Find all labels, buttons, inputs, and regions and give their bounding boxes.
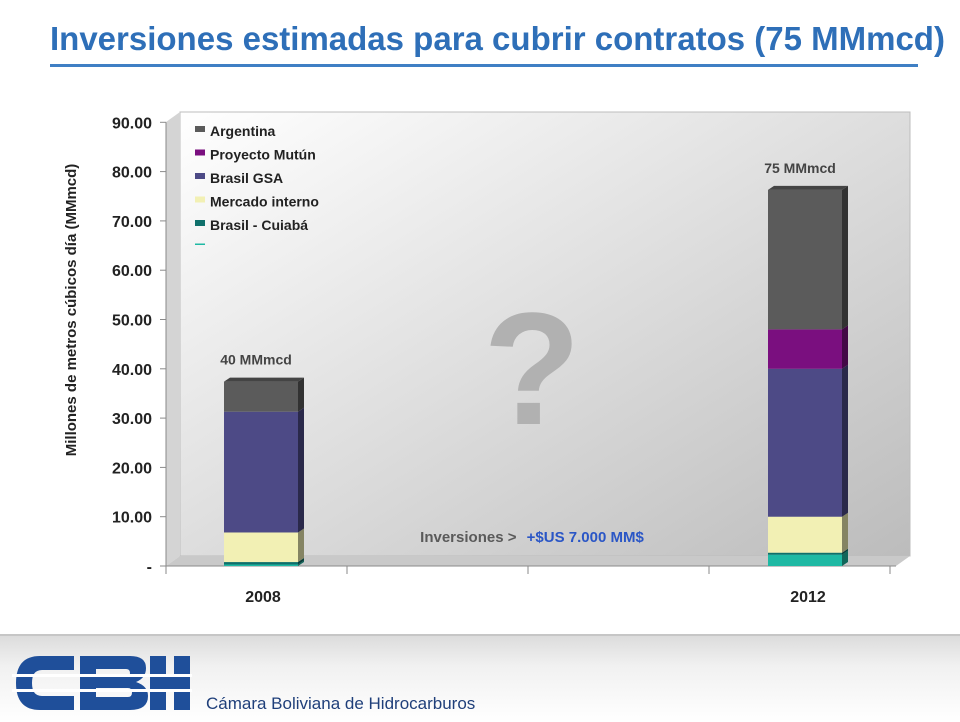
y-tick-label: 50.00 <box>112 313 152 330</box>
bar-segment-side <box>298 558 304 565</box>
y-tick-label: 30.00 <box>112 411 152 428</box>
investment-value: +$US 7.000 MM$ <box>527 529 645 546</box>
y-tick-label: 60.00 <box>112 263 152 280</box>
stacked-bar-chart: - 10.00 20.00 30.00 40.00 50.00 60.00 70.00 80.0… <box>63 111 911 606</box>
legend-swatch <box>195 196 205 203</box>
legend-label: Mercado interno <box>210 194 319 210</box>
legend-label: Proyecto Mutún <box>210 147 316 163</box>
x-tick-label: 2008 <box>245 589 281 606</box>
legend-swatch <box>195 220 205 226</box>
organization-name: Cámara Boliviana de Hidrocarburos <box>206 694 476 713</box>
bar-segment <box>768 189 842 330</box>
y-axis-title: Millones de metros cúbicos día (MMmcd) <box>63 164 80 457</box>
bar-segment <box>224 381 298 412</box>
y-tick-label: 20.00 <box>112 460 152 477</box>
slide-title: Inversiones estimadas para cubrir contra… <box>50 20 945 57</box>
legend-swatch <box>195 173 205 179</box>
legend-label: Brasil - Cuiabá <box>210 217 308 233</box>
y-tick-label: 90.00 <box>112 115 152 132</box>
y-tick-label: 10.00 <box>112 510 152 527</box>
bar-segment-side <box>842 548 848 555</box>
bar-segment-side <box>842 364 848 517</box>
bar-segment-side <box>842 185 848 330</box>
bar-segment <box>768 516 842 553</box>
bar-segment <box>768 552 842 555</box>
legend-swatch <box>195 149 205 156</box>
bar-segment <box>768 368 842 517</box>
investment-note: Inversiones > +$US 7.000 MM$ <box>420 529 644 546</box>
bar-segment-side <box>298 377 304 412</box>
bar-segment <box>224 411 298 533</box>
bar-segment <box>224 564 298 566</box>
bar-segment-side <box>842 325 848 369</box>
bar-segment <box>768 329 842 369</box>
question-mark: ? <box>483 279 581 458</box>
bar-top-face <box>224 377 304 382</box>
legend-swatch <box>195 126 205 132</box>
footer-bar: Cámara Boliviana de Hidrocarburos <box>0 634 960 722</box>
y-tick-label: 80.00 <box>112 165 152 182</box>
bar-segment <box>768 554 842 566</box>
bar-top-face <box>768 185 848 190</box>
plot-floor <box>166 556 910 566</box>
y-tick-label: 40.00 <box>112 362 152 379</box>
bar-segment-side <box>298 560 304 566</box>
legend-label: Argentina <box>210 123 276 139</box>
bar-segment-side <box>842 512 848 553</box>
investment-prefix: Inversiones > <box>420 529 517 546</box>
x-tick-label: 2012 <box>790 589 826 606</box>
data-label: 40 MMmcd <box>220 352 292 368</box>
bar-segment-side <box>298 407 304 533</box>
bar-segment-side <box>298 528 304 563</box>
y-tick-label: - <box>147 559 152 576</box>
y-tick-label: 70.00 <box>112 214 152 231</box>
bar-segment <box>224 532 298 563</box>
cbh-logo <box>12 656 192 710</box>
legend-label: Brasil GSA <box>210 170 283 186</box>
data-label: 75 MMmcd <box>764 160 836 176</box>
title-divider <box>50 64 918 67</box>
plot-side-wall <box>166 112 180 566</box>
bar-segment <box>224 562 298 565</box>
legend-swatch <box>195 243 205 245</box>
bar-segment-side <box>842 550 848 566</box>
